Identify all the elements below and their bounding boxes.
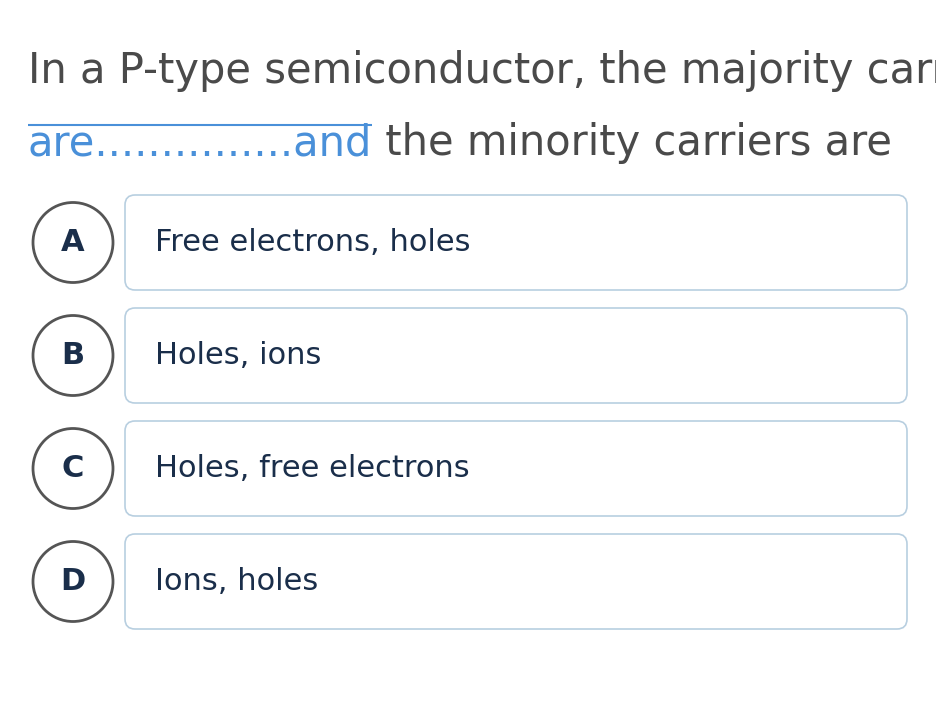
Text: Ions, holes: Ions, holes [154,567,318,596]
Text: D: D [60,567,85,596]
Text: C: C [62,454,84,483]
Ellipse shape [33,203,113,282]
Ellipse shape [33,315,113,396]
FancyBboxPatch shape [124,534,906,629]
Text: B: B [62,341,84,370]
FancyBboxPatch shape [124,421,906,516]
Ellipse shape [33,429,113,508]
Text: Holes, free electrons: Holes, free electrons [154,454,469,483]
Text: Holes, ions: Holes, ions [154,341,321,370]
Text: are...............and: are...............and [28,122,372,164]
FancyBboxPatch shape [124,195,906,290]
FancyBboxPatch shape [124,308,906,403]
Text: In a P-type semiconductor, the majority carriers: In a P-type semiconductor, the majority … [28,50,936,92]
Text: A: A [61,228,85,257]
Text: the minority carriers are: the minority carriers are [372,122,891,164]
Text: Free electrons, holes: Free electrons, holes [154,228,470,257]
Ellipse shape [33,541,113,622]
